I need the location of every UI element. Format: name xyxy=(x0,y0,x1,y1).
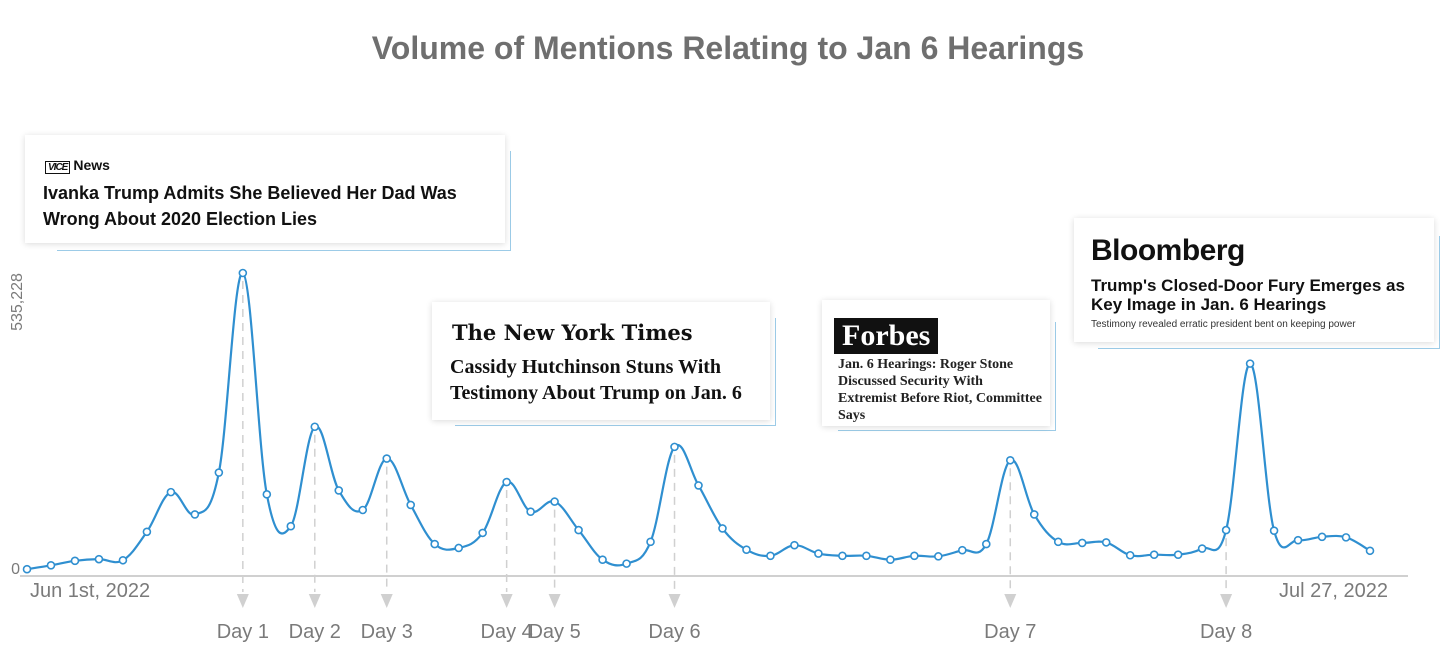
data-point xyxy=(1101,538,1111,547)
data-points xyxy=(22,268,1375,574)
series-line xyxy=(26,271,1371,571)
data-point xyxy=(94,554,104,564)
data-point xyxy=(142,527,152,537)
data-point xyxy=(574,525,583,535)
bloomberg-card-accent xyxy=(1098,236,1440,349)
vice-headline: Ivanka Trump Admits She Believed Her Dad… xyxy=(43,183,457,229)
data-point xyxy=(1053,537,1063,547)
data-point xyxy=(694,481,703,490)
day-marker-arrow xyxy=(548,594,561,608)
bloomberg-card: Bloomberg Trump's Closed-Door Fury Emerg… xyxy=(1074,218,1434,342)
data-point xyxy=(262,490,272,499)
data-point xyxy=(934,552,943,561)
nyt-card-accent xyxy=(455,318,776,426)
vice-news-logo: VICE News xyxy=(45,157,110,174)
forbes-card: Forbes Jan. 6 Hearings: Roger Stone Disc… xyxy=(822,300,1050,426)
data-point xyxy=(622,559,631,568)
data-point xyxy=(1005,455,1015,465)
y-tick-label-0: 0 xyxy=(11,561,20,578)
data-point xyxy=(190,510,200,519)
data-point xyxy=(742,545,751,554)
forbes-logo: Forbes xyxy=(834,318,939,354)
day-marker-arrow xyxy=(1004,594,1017,608)
nyt-headline: Cassidy Hutchinson Stuns With Testimony … xyxy=(450,356,742,404)
data-point xyxy=(1365,546,1375,556)
chart-title: Volume of Mentions Relating to Jan 6 Hea… xyxy=(371,30,1085,66)
data-point xyxy=(166,487,176,497)
data-point xyxy=(1149,550,1159,559)
data-point xyxy=(286,521,296,531)
data-point xyxy=(238,268,248,278)
data-point xyxy=(382,454,392,463)
data-point xyxy=(1125,550,1135,560)
data-point xyxy=(814,549,823,558)
data-point xyxy=(334,486,344,495)
bloomberg-headline: Trump's Closed-Door Fury Emerges as Key … xyxy=(1091,276,1405,314)
data-point xyxy=(22,564,32,574)
day-marker-arrow xyxy=(236,594,249,608)
data-point xyxy=(406,500,416,510)
data-point xyxy=(1293,535,1303,545)
data-point xyxy=(70,556,80,566)
data-point xyxy=(718,524,727,533)
data-point xyxy=(358,505,368,515)
data-point xyxy=(862,551,871,561)
day-marker-label: Day 6 xyxy=(648,621,700,643)
day-marker-arrow xyxy=(380,594,393,608)
data-point xyxy=(550,497,559,506)
data-point xyxy=(646,537,655,547)
data-point xyxy=(910,551,919,561)
nyt-logo: The New York Times xyxy=(452,320,693,345)
data-point xyxy=(1197,544,1207,553)
data-point xyxy=(1221,525,1231,535)
day-marker-arrow xyxy=(668,594,681,608)
x-range-label-start: Jun 1st, 2022 xyxy=(30,580,150,602)
data-point xyxy=(46,560,56,570)
data-point xyxy=(478,528,487,538)
data-point xyxy=(310,422,320,432)
data-point xyxy=(790,540,799,550)
day-marker-arrow xyxy=(1220,594,1233,608)
data-point xyxy=(981,539,991,549)
day-marker-label: Day 1 xyxy=(217,621,269,643)
x-range-label-end: Jul 27, 2022 xyxy=(1279,580,1388,602)
data-point xyxy=(886,555,895,565)
forbes-card-accent xyxy=(838,322,1056,431)
data-point xyxy=(1245,359,1255,368)
data-point xyxy=(118,555,128,565)
data-point xyxy=(1029,510,1039,519)
data-point xyxy=(670,442,679,452)
data-point xyxy=(1317,532,1327,542)
nyt-card: The New York Times Cassidy Hutchinson St… xyxy=(432,302,770,420)
day-marker-label: Day 7 xyxy=(984,621,1036,643)
data-point xyxy=(1269,526,1279,535)
day-marker-label: Day 2 xyxy=(289,621,341,643)
vice-news-card: VICE News Ivanka Trump Admits She Believe… xyxy=(25,135,505,243)
data-point xyxy=(838,551,847,561)
data-point xyxy=(598,555,607,565)
day-marker-label: Day 8 xyxy=(1200,621,1252,643)
vice-card-accent xyxy=(57,151,511,251)
day-marker-arrow xyxy=(308,594,321,608)
data-point xyxy=(766,551,775,561)
data-point xyxy=(454,543,463,553)
day-marker-label: Day 3 xyxy=(361,621,413,643)
data-point xyxy=(1077,538,1087,548)
forbes-headline: Jan. 6 Hearings: Roger Stone Discussed S… xyxy=(838,357,1042,423)
day-marker-arrow xyxy=(500,594,513,608)
data-point xyxy=(526,507,535,516)
y-tick-label-max: 535,228 xyxy=(9,273,26,331)
day-marker-label: Day 4 xyxy=(481,621,533,643)
bloomberg-subhead: Testimony revealed erratic president ben… xyxy=(1091,319,1356,330)
data-point xyxy=(1173,550,1183,559)
data-point xyxy=(502,477,511,487)
data-point xyxy=(430,539,439,549)
data-point xyxy=(214,468,224,477)
day-marker-label: Day 5 xyxy=(528,621,580,643)
data-point xyxy=(958,545,967,555)
data-point xyxy=(1341,533,1351,542)
bloomberg-logo: Bloomberg xyxy=(1091,234,1245,267)
